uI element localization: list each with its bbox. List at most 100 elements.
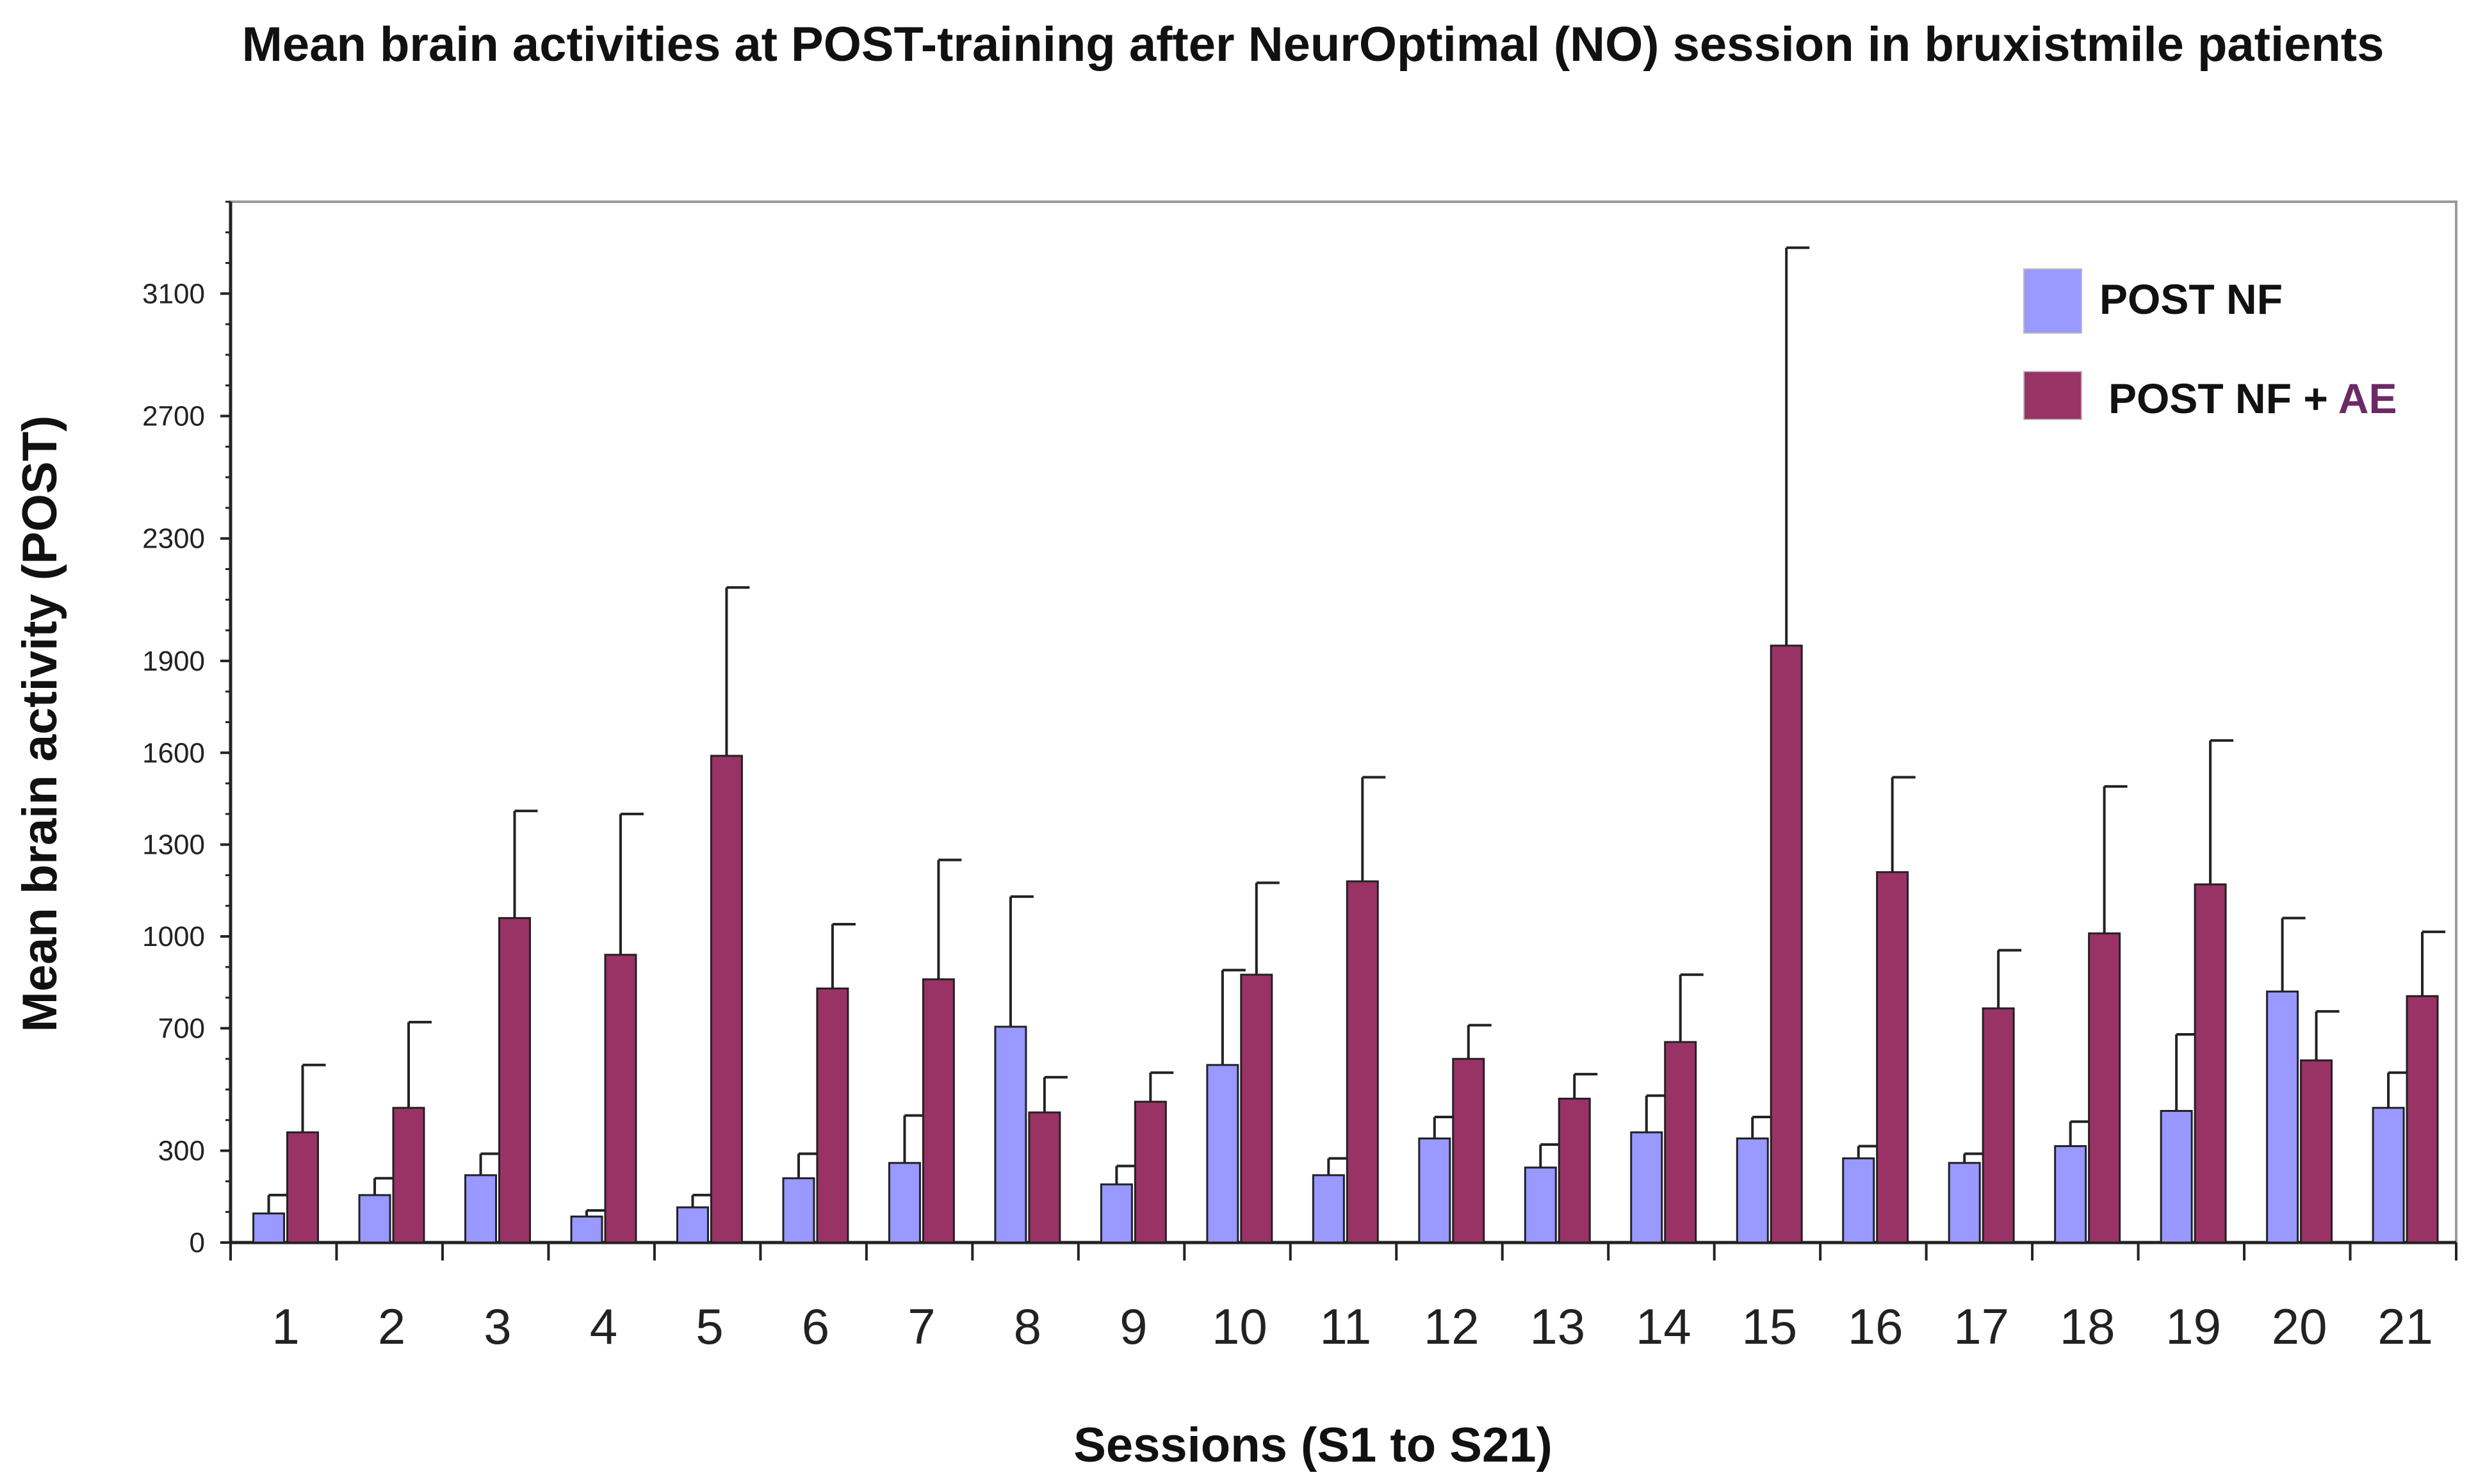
y-tick-label: 1600 [142, 737, 205, 769]
error-bar-post-nf-ae [1361, 776, 1386, 882]
error-bar-post-nf-ae [301, 1063, 326, 1132]
bar-post-nf [1842, 1157, 1875, 1244]
bar-post-nf [2054, 1145, 2087, 1244]
bar-post-nf-ae [1770, 644, 1803, 1244]
x-ticks: 1 2 3 4 5 6 7 8 9 10 11 12 13 14 15 16 17 18 19 20 21 [229, 1243, 2457, 1355]
error-bar-post-nf-ae [2315, 1010, 2340, 1061]
bar-post-nf-ae [1452, 1057, 1485, 1244]
x-tick-label: 9 [1120, 1298, 1147, 1355]
legend-label-post-nf-ae: POST NF + AE [2108, 375, 2397, 422]
legend-label-post-nf: POST NF [2099, 275, 2283, 323]
legend: POST NF POST NF + AE [2023, 268, 2397, 422]
bar-post-nf-ae [710, 754, 743, 1244]
error-bar-post-nf-ae [725, 586, 750, 756]
error-bar-post-nf-ae [1785, 246, 1810, 646]
error-bar-post-nf [1221, 968, 1246, 1065]
bar-post-nf [888, 1162, 921, 1244]
x-tick-label: 11 [1319, 1298, 1371, 1355]
x-tick-label: 15 [1741, 1298, 1797, 1355]
legend-label-post-nf-ae-prefix: POST NF + [2108, 375, 2338, 422]
error-bar-post-nf-ae [1467, 1023, 1492, 1059]
bar-post-nf [782, 1177, 815, 1244]
error-bar-post-nf-ae [1043, 1075, 1068, 1113]
bar-post-nf [464, 1174, 498, 1244]
x-tick-label: 10 [1212, 1298, 1267, 1355]
x-tick-label: 2 [378, 1298, 405, 1355]
error-bar-post-nf-ae [831, 922, 856, 989]
bar-post-nf-ae [1558, 1097, 1591, 1244]
bar-post-nf-ae [2300, 1059, 2333, 1244]
bar-post-nf [994, 1025, 1027, 1244]
legend-swatch-post-nf-ae [2023, 371, 2082, 420]
x-tick-label: 3 [484, 1298, 511, 1355]
x-tick-label: 16 [1848, 1298, 1903, 1355]
bar-post-nf [570, 1215, 603, 1244]
x-axis-title: Sessions (S1 to S21) [1073, 1418, 1552, 1472]
x-tick-label: 5 [696, 1298, 723, 1355]
error-bar-post-nf-ae [1149, 1071, 1174, 1102]
y-tick-label: 2300 [142, 523, 205, 555]
error-bar-post-nf-ae [1679, 973, 1704, 1042]
error-bar-post-nf [1009, 895, 1034, 1027]
x-tick-label: 20 [2272, 1298, 2327, 1355]
bar-post-nf-ae [2406, 995, 2439, 1244]
y-ticks: 0 300 700 1000 1300 1600 1900 2300 2700 3100 [142, 200, 231, 1259]
x-tick-label: 18 [2060, 1298, 2115, 1355]
bar-post-nf-ae [1028, 1111, 1061, 1244]
bar-post-nf-ae [2088, 932, 2121, 1244]
x-tick-label: 12 [1424, 1298, 1479, 1355]
y-tick-label: 700 [158, 1013, 205, 1044]
bar-post-nf-ae [1240, 974, 1273, 1244]
bar-post-nf [2266, 990, 2299, 1244]
error-bar-post-nf-ae [1573, 1073, 1598, 1099]
bar-post-nf-ae [1346, 880, 1379, 1244]
bar-post-nf-ae [498, 917, 531, 1244]
bar-post-nf-ae [1982, 1007, 2015, 1244]
bar-post-nf-ae [922, 978, 955, 1244]
bars [252, 246, 2446, 1244]
legend-swatch-post-nf [2023, 268, 2082, 334]
bar-post-nf-ae [1134, 1100, 1167, 1244]
bar-post-nf [1736, 1137, 1769, 1244]
bar-post-nf [2160, 1109, 2193, 1244]
error-bar-post-nf-ae [1891, 776, 1916, 872]
x-tick-label: 4 [590, 1298, 617, 1355]
y-tick-label: 3100 [142, 278, 205, 309]
error-bar-post-nf-ae [1255, 881, 1280, 975]
x-tick-label: 1 [272, 1298, 299, 1355]
bar-post-nf-ae [2194, 883, 2227, 1244]
error-bar-post-nf-ae [2103, 785, 2128, 934]
bar-post-nf-ae [286, 1131, 320, 1244]
y-tick-label: 1000 [142, 921, 205, 952]
bar-post-nf [2372, 1107, 2405, 1244]
x-tick-label: 21 [2377, 1298, 2433, 1355]
error-bar-post-nf-ae [2421, 930, 2446, 997]
legend-label-ae: AE [2338, 375, 2397, 422]
y-tick-label: 2700 [142, 401, 205, 432]
bar-post-nf-ae [816, 987, 849, 1244]
bar-post-nf [1524, 1166, 1557, 1244]
bar-post-nf [1948, 1162, 1981, 1244]
error-bar-post-nf [2281, 917, 2306, 992]
bar-post-nf-ae [392, 1107, 425, 1244]
y-tick-label: 1300 [142, 829, 205, 861]
bar-post-nf [1100, 1183, 1133, 1244]
y-tick-label: 0 [190, 1227, 205, 1259]
y-axis-title: Mean brain activity (POST) [13, 416, 67, 1032]
bar-post-nf-ae [1664, 1041, 1697, 1244]
x-tick-label: 13 [1529, 1298, 1585, 1355]
x-tick-label: 7 [908, 1298, 935, 1355]
bar-post-nf [1312, 1174, 1345, 1244]
bar-post-nf-ae [1876, 871, 1909, 1244]
bar-post-nf [1418, 1137, 1451, 1244]
error-bar-post-nf-ae [513, 810, 538, 918]
error-bar-post-nf-ae [407, 1020, 432, 1108]
x-tick-label: 17 [1953, 1298, 2009, 1355]
error-bar-post-nf-ae [619, 812, 644, 955]
y-tick-label: 1900 [142, 646, 205, 677]
bar-post-nf [676, 1206, 709, 1244]
bar-post-nf-ae [604, 954, 637, 1244]
chart-title: Mean brain activities at POST-training a… [242, 17, 2384, 72]
